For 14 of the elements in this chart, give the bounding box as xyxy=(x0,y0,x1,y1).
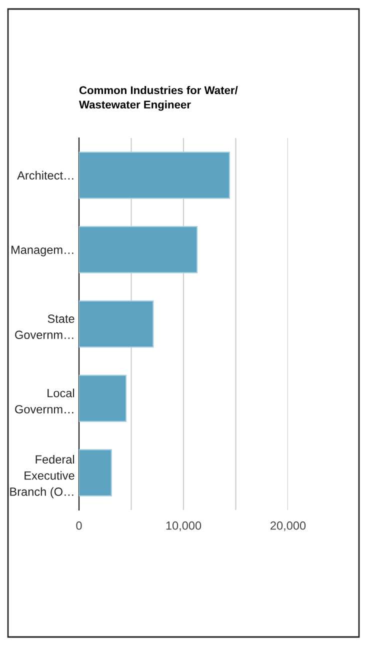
bar xyxy=(79,449,112,496)
x-tick-label: 10,000 xyxy=(166,521,202,532)
y-tick-label: Federal Executive Branch (O… xyxy=(10,454,74,498)
bar xyxy=(79,374,127,422)
bar xyxy=(79,152,230,199)
bar xyxy=(79,300,154,348)
y-tick-label: Architect… xyxy=(17,170,74,180)
bar xyxy=(79,226,198,274)
chart-title: Common Industries for Water/ Wastewater Engineer xyxy=(79,86,238,111)
y-tick-label: Local Governm… xyxy=(15,388,74,414)
x-tick-label: 20,000 xyxy=(270,521,306,532)
y-tick-label: Managem… xyxy=(12,246,74,256)
x-tick-label: 0 xyxy=(76,521,82,530)
y-tick-label: State Governm… xyxy=(15,314,74,340)
